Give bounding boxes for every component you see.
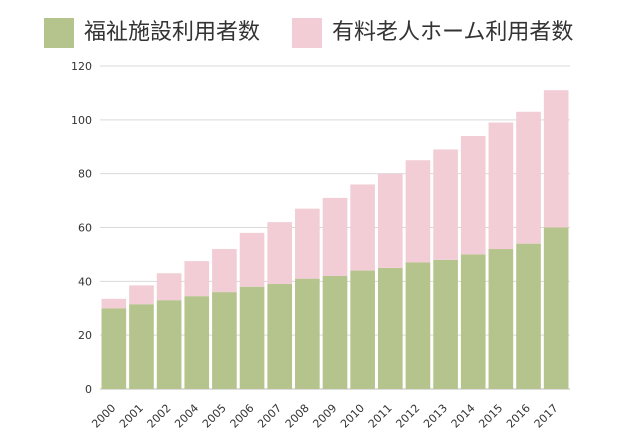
bar-welfare-2013 (433, 259, 458, 389)
bar-nursing-home-2011 (377, 173, 403, 268)
x-tick-label: 2011 (366, 402, 395, 431)
bar-welfare-2005 (212, 292, 237, 389)
bar-welfare-2001 (129, 304, 154, 389)
y-tick-label: 60 (78, 222, 92, 235)
bar-nursing-home-2005 (212, 249, 237, 293)
y-tick-label: 20 (78, 329, 92, 342)
x-tick-label: 2008 (283, 402, 312, 431)
y-tick-label: 80 (78, 168, 92, 181)
bar-welfare-2016 (516, 243, 541, 389)
legend-swatch-nursing-home (292, 18, 322, 48)
bar-welfare-2006 (239, 286, 265, 389)
y-tick-label: 100 (71, 114, 92, 127)
legend-label-nursing-home: 有料老人ホーム利用者数 (332, 20, 574, 45)
bar-nursing-home-2006 (239, 232, 265, 287)
bars (101, 90, 569, 389)
bar-nursing-home-2008 (295, 208, 320, 279)
x-tick-label: 2009 (310, 402, 339, 431)
x-tick-label: 2007 (255, 402, 284, 431)
bar-nursing-home-2013 (433, 149, 458, 260)
bar-welfare-2002 (156, 300, 182, 389)
legend: 福祉施設利用者数 有料老人ホーム利用者数 (0, 0, 640, 62)
x-tick-label: 2016 (504, 402, 533, 431)
bar-nursing-home-2002 (156, 273, 182, 301)
bar-nursing-home-2009 (322, 197, 348, 276)
x-tick-label: 2006 (228, 402, 257, 431)
x-tick-label: 2010 (338, 402, 367, 431)
bar-nursing-home-2017 (543, 90, 569, 228)
bar-welfare-2010 (350, 270, 375, 389)
bar-nursing-home-2015 (488, 122, 514, 250)
bar-nursing-home-2001 (129, 285, 154, 305)
y-tick-label: 120 (71, 60, 92, 73)
y-tick-label: 40 (78, 275, 92, 288)
bar-nursing-home-2016 (516, 111, 541, 244)
x-tick-label: 2002 (145, 402, 174, 431)
y-tick-label: 0 (85, 383, 92, 396)
x-tick-label: 2005 (200, 402, 229, 431)
x-axis-tick-labels: 2000200120022004200520062007200820092010… (89, 402, 560, 431)
y-axis-tick-labels: 0 20 40 60 80 100 120 (71, 60, 92, 396)
bar-nursing-home-2012 (405, 160, 431, 263)
legend-swatch-welfare (44, 18, 74, 48)
bar-nursing-home-2000 (101, 298, 127, 309)
bar-welfare-2000 (101, 308, 127, 389)
bar-welfare-2012 (405, 262, 431, 389)
bar-welfare-2017 (543, 227, 569, 389)
bar-welfare-2011 (377, 267, 403, 389)
bar-welfare-2004 (184, 296, 210, 389)
bar-nursing-home-2007 (267, 222, 293, 285)
x-tick-label: 2004 (172, 402, 201, 431)
bar-welfare-2008 (295, 278, 320, 389)
bar-welfare-2007 (267, 284, 293, 389)
x-tick-label: 2013 (421, 402, 450, 431)
bar-nursing-home-2014 (460, 135, 486, 255)
bar-nursing-home-2010 (350, 184, 375, 271)
bar-nursing-home-2004 (184, 261, 210, 297)
x-tick-label: 2001 (117, 402, 146, 431)
bar-welfare-2015 (488, 249, 514, 389)
bar-welfare-2014 (460, 254, 486, 389)
x-tick-label: 2000 (89, 402, 118, 431)
legend-label-welfare: 福祉施設利用者数 (84, 20, 261, 45)
x-tick-label: 2014 (449, 402, 478, 431)
bar-welfare-2009 (322, 275, 348, 389)
x-tick-label: 2012 (393, 402, 422, 431)
x-tick-label: 2017 (532, 402, 561, 431)
x-tick-label: 2015 (476, 402, 505, 431)
